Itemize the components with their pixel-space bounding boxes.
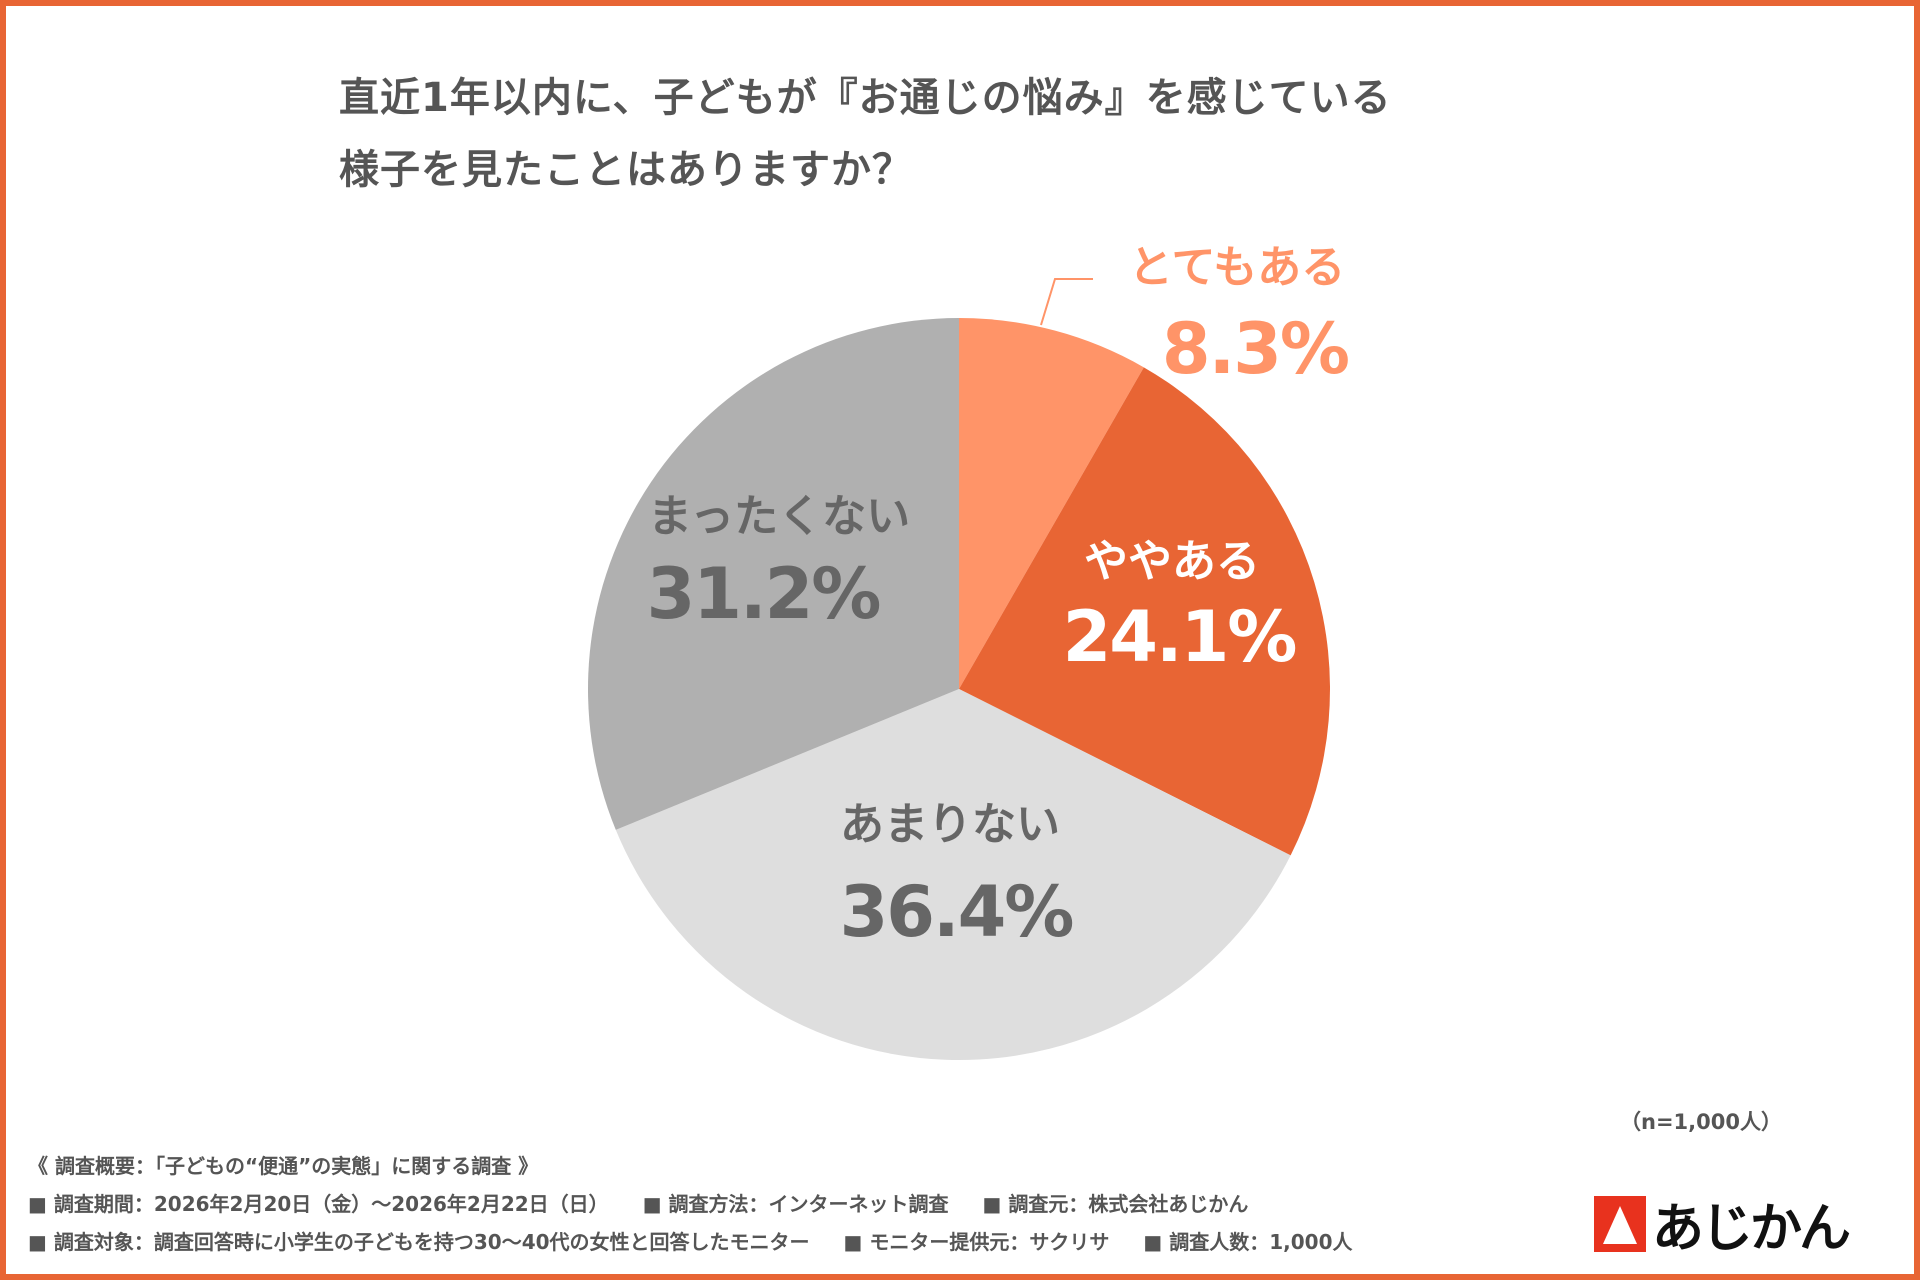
- pie-slice-0: [959, 318, 1144, 689]
- data-label-3: 31.2%: [646, 553, 882, 635]
- survey-row-2: ■ 調査対象：調査回答時に小学生の子どもを持つ30～40代の女性と回答したモニタ…: [28, 1226, 1387, 1255]
- survey-row-1: ■ 調査期間：2026年2月20日（金）～2026年2月22日（日） ■ 調査方法…: [28, 1188, 1282, 1217]
- pie-slice-3: [588, 318, 959, 830]
- slice-label-1: ややある: [1084, 536, 1260, 587]
- data-label-2: 36.4%: [839, 871, 1075, 953]
- data-label-1: 24.1%: [1062, 596, 1298, 678]
- survey-period: ■ 調査期間：2026年2月20日（金）～2026年2月22日（日）: [28, 1192, 609, 1216]
- logo-text: あじかん: [1652, 1199, 1851, 1259]
- slice-label-2: あまりない: [840, 799, 1060, 850]
- pie-slice-1: [959, 367, 1330, 856]
- monitor-provider: ■ モニター提供元：サクリサ: [843, 1230, 1110, 1254]
- chart-title: 直近1年以内に、子どもが『お通じの悩み』を感じている 様子を見たことはありますか…: [339, 62, 1392, 206]
- survey-count: ■ 調査人数：1,000人: [1143, 1230, 1353, 1254]
- slice-label-3: まったくない: [647, 491, 911, 542]
- sample-size: （n=1,000人）: [1620, 1110, 1782, 1134]
- title-line-1: 直近1年以内に、子どもが『お通じの悩み』を感じている: [339, 75, 1392, 121]
- slice-label-0: とてもある: [1128, 242, 1346, 293]
- survey-heading: 《 調査概要：「子どもの“便通”の実態」に関する調査 》: [28, 1154, 539, 1178]
- leader-line: [1040, 278, 1093, 326]
- survey-target: ■ 調査対象：調査回答時に小学生の子どもを持つ30～40代の女性と回答したモニタ…: [28, 1230, 810, 1254]
- logo-mark-icon: [1594, 1195, 1646, 1252]
- company-logo: あじかん: [1594, 1186, 1851, 1261]
- survey-method: ■ 調査方法：インターネット調査: [642, 1192, 949, 1216]
- survey-source: ■ 調査元：株式会社あじかん: [982, 1192, 1249, 1216]
- pie-slice-2: [615, 689, 1291, 1060]
- title-line-2: 様子を見たことはありますか？: [339, 147, 913, 193]
- data-label-0: 8.3%: [1161, 308, 1350, 390]
